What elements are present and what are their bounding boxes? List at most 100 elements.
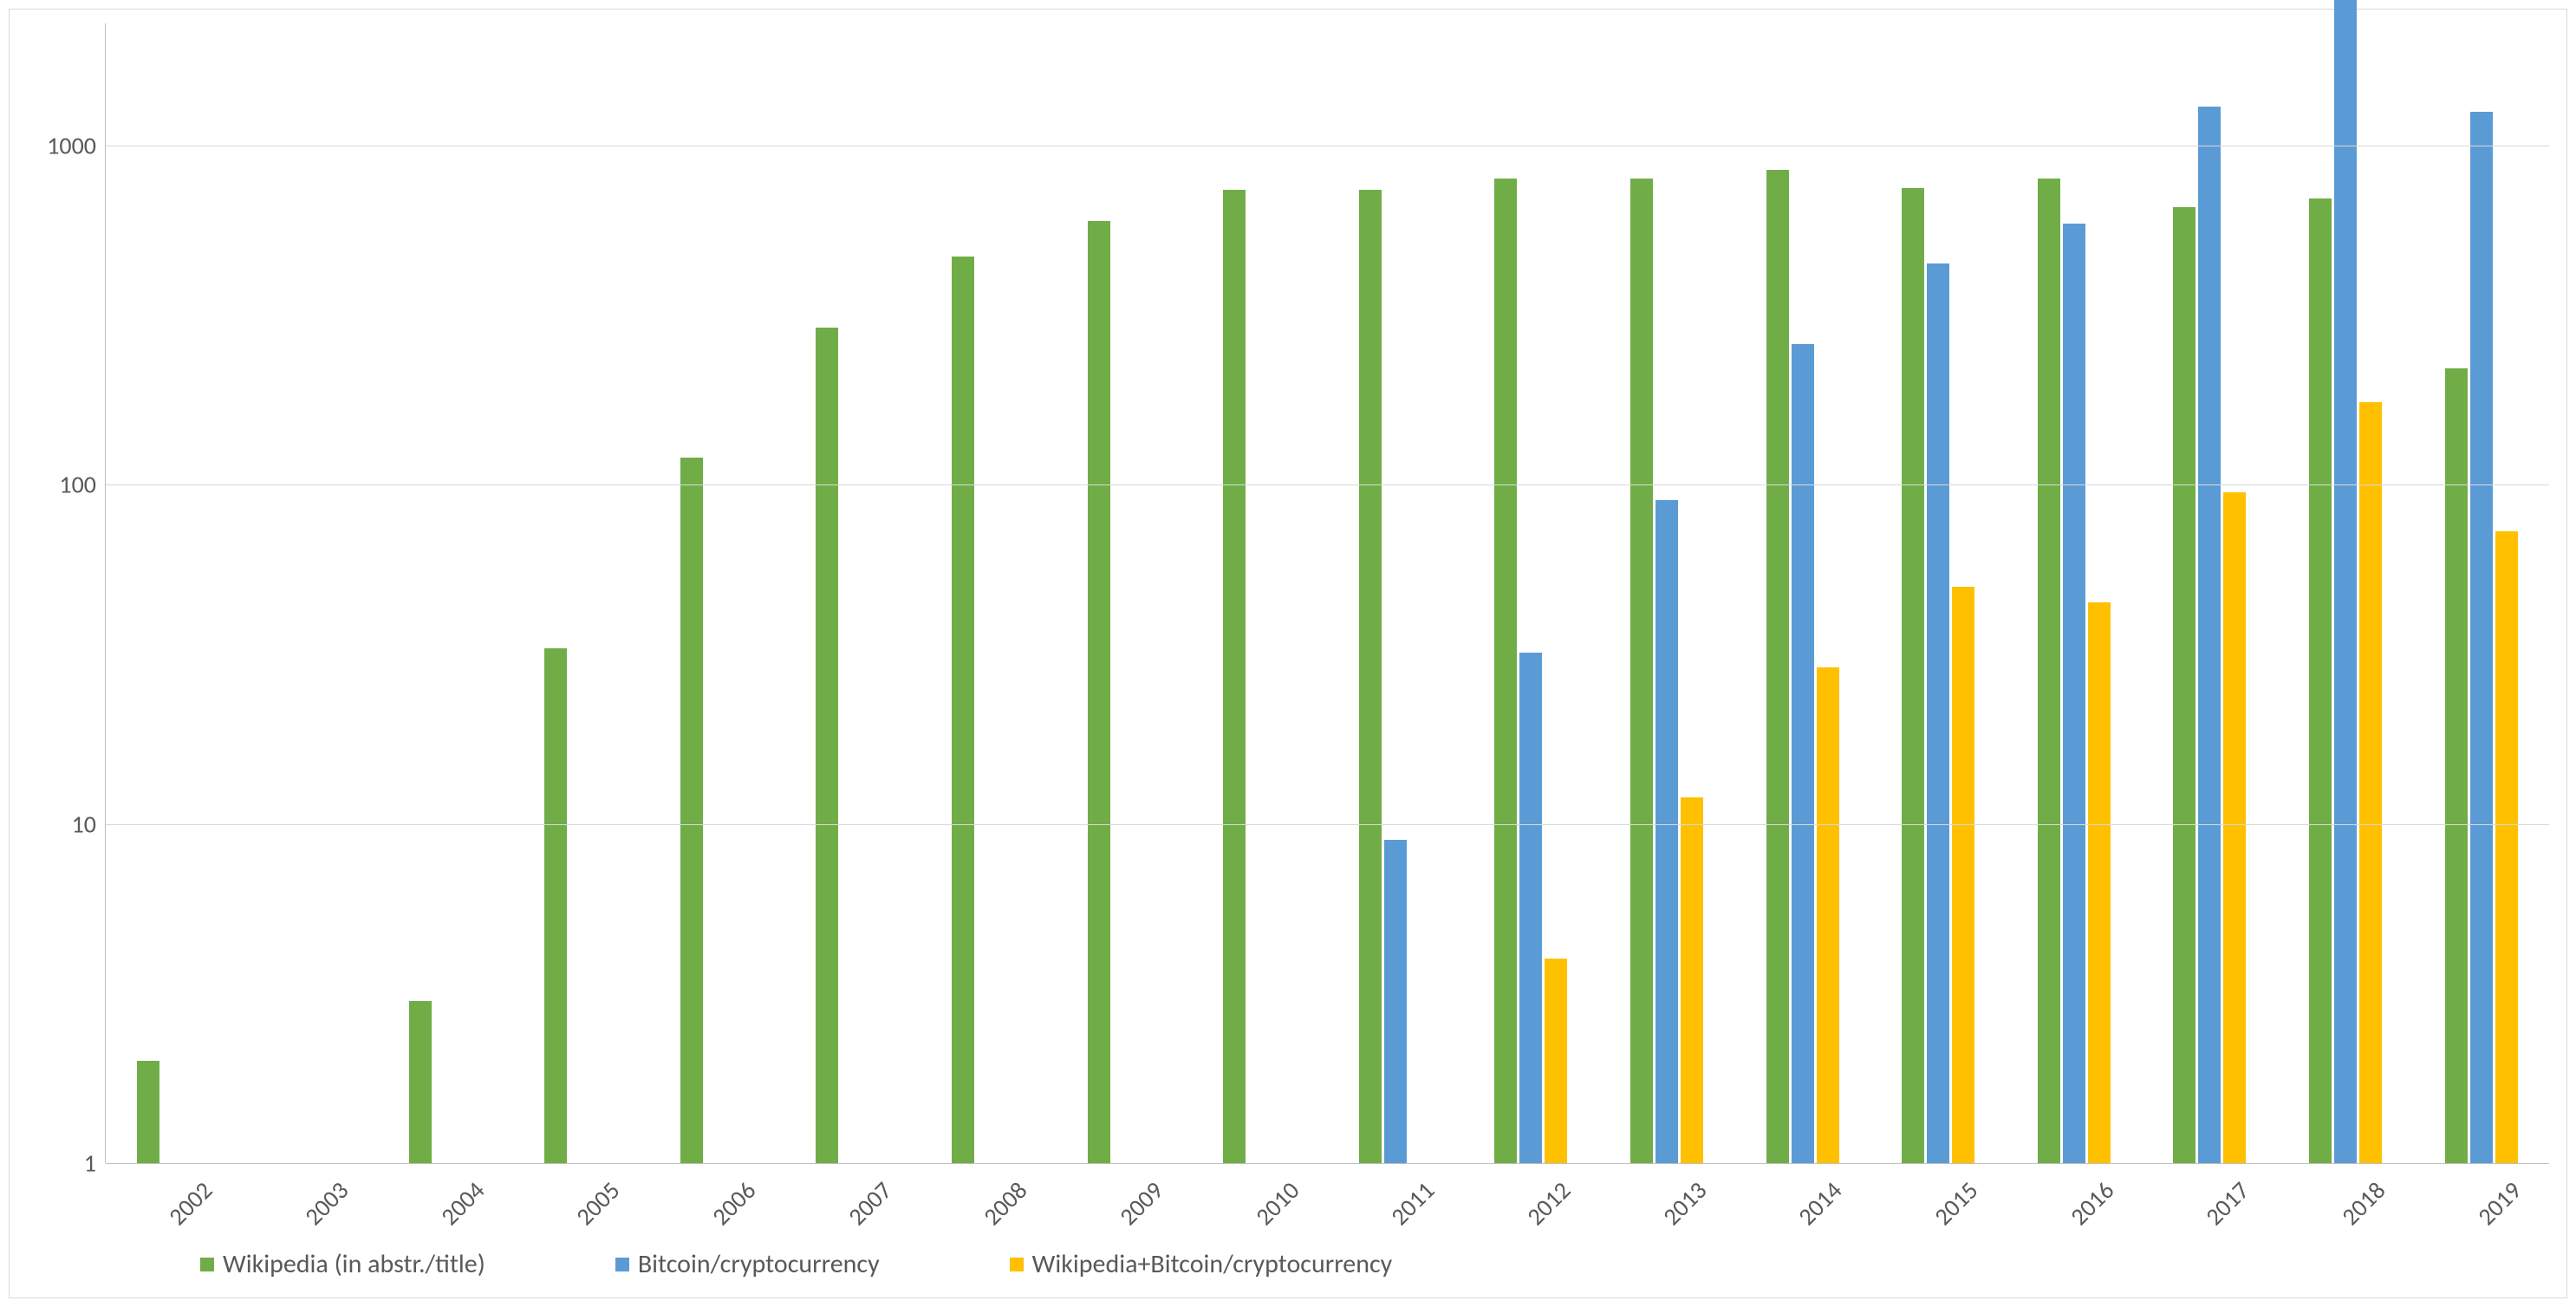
x-tick-label: 2011 (1385, 1175, 1441, 1232)
bar (137, 1061, 159, 1163)
bars-layer (106, 23, 2549, 1163)
x-tick: 2008 (920, 1163, 1056, 1231)
x-tick: 2017 (2142, 1163, 2278, 1231)
x-tick-label: 2015 (1928, 1175, 1984, 1232)
category-group (1734, 23, 1870, 1163)
x-tick: 2016 (2006, 1163, 2142, 1231)
x-tick: 2011 (1327, 1163, 1463, 1231)
x-axis-labels: 2002 2003 2004 2005 2006 2007 2008 2009 2010 2011… (105, 1163, 2549, 1231)
x-tick-label: 2012 (1520, 1175, 1577, 1232)
bar (1223, 190, 1246, 1163)
legend-swatch (615, 1258, 629, 1271)
category-group (513, 23, 649, 1163)
legend-label: Wikipedia+Bitcoin/cryptocurrency (1032, 1248, 1393, 1280)
category-group (377, 23, 513, 1163)
legend-item: Bitcoin/cryptocurrency (615, 1248, 880, 1280)
legend-label: Bitcoin/cryptocurrency (638, 1248, 880, 1280)
x-axis-row: 2002 2003 2004 2005 2006 2007 2008 2009 2010 2011… (27, 1163, 2549, 1231)
bar (2063, 224, 2085, 1163)
x-tick: 2014 (1734, 1163, 1870, 1231)
chart-border: 1101001000 20022003200420052006200720082… (9, 9, 2567, 1298)
x-tick-label: 2013 (1656, 1175, 1713, 1232)
bar (1088, 221, 1110, 1163)
x-tick-label: 2019 (2471, 1175, 2527, 1232)
gridline (106, 824, 2549, 825)
legend-label: Wikipedia (in abstr./title) (223, 1248, 485, 1280)
category-group (1870, 23, 2007, 1163)
x-tick-label: 2005 (570, 1175, 627, 1232)
x-tick: 2003 (241, 1163, 377, 1231)
x-tick: 2018 (2278, 1163, 2414, 1231)
category-group (1463, 23, 1599, 1163)
bar (2223, 492, 2246, 1163)
x-tick-label: 2016 (2064, 1175, 2120, 1232)
bar (1656, 500, 1678, 1163)
bar (1359, 190, 1382, 1163)
bar (1384, 840, 1407, 1163)
chart-container: 1101001000 20022003200420052006200720082… (0, 0, 2576, 1307)
category-group (2142, 23, 2278, 1163)
bar (1630, 179, 1653, 1163)
category-group (1327, 23, 1463, 1163)
x-tick-label: 2008 (978, 1175, 1034, 1232)
bar (2359, 402, 2382, 1163)
bar (2038, 179, 2060, 1163)
x-tick: 2019 (2413, 1163, 2549, 1231)
x-tick-label: 2017 (2200, 1175, 2256, 1232)
bar (1681, 797, 1703, 1163)
x-tick: 2012 (1463, 1163, 1599, 1231)
x-tick: 2005 (512, 1163, 648, 1231)
x-tick-label: 2018 (2335, 1175, 2391, 1232)
y-tick-label: 100 (59, 470, 96, 500)
bar (1817, 667, 1839, 1163)
bar (2198, 107, 2221, 1163)
x-tick: 2002 (105, 1163, 241, 1231)
y-tick-label: 1 (84, 1148, 96, 1179)
y-tick-label: 1000 (47, 130, 96, 160)
bar (409, 1001, 432, 1163)
category-group (1192, 23, 1328, 1163)
bar (1902, 188, 1924, 1163)
y-tick-label: 10 (72, 809, 96, 839)
bar (2088, 602, 2111, 1163)
category-group (106, 23, 242, 1163)
bar (2495, 531, 2518, 1163)
bar (544, 648, 567, 1163)
x-tick-label: 2002 (163, 1175, 219, 1232)
category-group (1056, 23, 1192, 1163)
legend: Wikipedia (in abstr./title) Bitcoin/crypt… (27, 1231, 2549, 1287)
x-tick-label: 2007 (842, 1175, 898, 1232)
category-group (2278, 23, 2414, 1163)
bar (1927, 263, 1949, 1163)
x-tick-label: 2006 (706, 1175, 762, 1232)
category-group (920, 23, 1057, 1163)
legend-item: Wikipedia (in abstr./title) (200, 1248, 485, 1280)
category-group (2413, 23, 2549, 1163)
x-tick: 2007 (784, 1163, 920, 1231)
bar (1545, 959, 1567, 1163)
bar (2334, 0, 2357, 1163)
bar (1766, 170, 1789, 1163)
x-tick-label: 2004 (434, 1175, 491, 1232)
legend-item: Wikipedia+Bitcoin/cryptocurrency (1010, 1248, 1393, 1280)
x-tick-label: 2010 (1249, 1175, 1305, 1232)
bar (1952, 587, 1974, 1163)
x-tick: 2015 (1870, 1163, 2007, 1231)
category-group (1599, 23, 1735, 1163)
plot-area (105, 23, 2549, 1163)
gridline (106, 484, 2549, 485)
bar (1494, 179, 1517, 1163)
x-tick: 2006 (648, 1163, 784, 1231)
category-group (648, 23, 784, 1163)
bar (952, 257, 974, 1163)
bar (2309, 198, 2332, 1163)
bar (2470, 112, 2493, 1163)
legend-swatch (1010, 1258, 1024, 1271)
bar (1792, 344, 1814, 1163)
x-tick: 2004 (376, 1163, 512, 1231)
legend-swatch (200, 1258, 214, 1271)
category-group (784, 23, 920, 1163)
x-tick-label: 2009 (1113, 1175, 1169, 1232)
bar (1519, 653, 1542, 1163)
x-tick: 2009 (1056, 1163, 1192, 1231)
